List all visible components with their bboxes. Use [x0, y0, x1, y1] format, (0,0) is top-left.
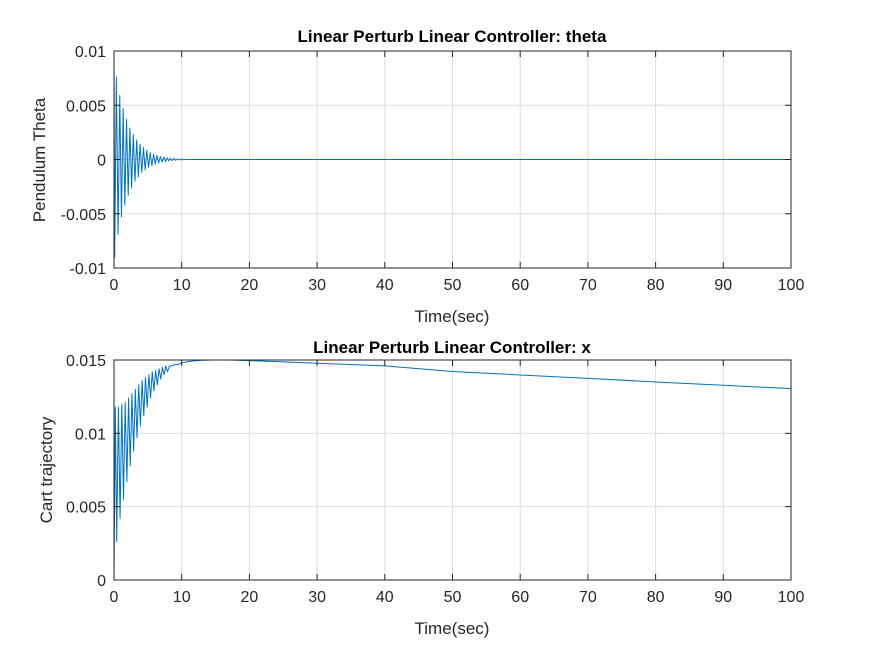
x-x-tick-label: 40 [376, 589, 394, 606]
theta-x-tick-label: 70 [579, 277, 597, 294]
x-x-axis-label: Time(sec) [415, 619, 490, 638]
theta-x-tick-label: 60 [511, 277, 529, 294]
theta-x-tick-label: 30 [308, 277, 326, 294]
theta-series [113, 50, 791, 258]
theta-y-axis-label: Pendulum Theta [30, 97, 49, 222]
x-x-tick-label: 10 [173, 589, 191, 606]
theta-subplot: 0 10 20 30 40 50 60 70 80 90 100 -0.01 -0.005 0 0.005 0… [30, 27, 804, 326]
x-series [113, 359, 792, 581]
theta-x-tick-label: 90 [714, 277, 732, 294]
x-subplot: 0 10 20 30 40 50 60 70 80 90 100 0 0.005 0.01 0.015 Li… [37, 338, 804, 638]
theta-chart-title: Linear Perturb Linear Controller: theta [298, 27, 607, 46]
theta-x-tick-label: 80 [647, 277, 665, 294]
theta-x-tick-label: 100 [778, 277, 805, 294]
x-x-tick-label: 30 [308, 589, 326, 606]
theta-series-line [113, 50, 791, 258]
x-x-tick-label: 100 [778, 589, 805, 606]
x-y-tick-label: 0.005 [66, 500, 106, 517]
x-x-tick-label: 20 [241, 589, 259, 606]
theta-y-tick-label: 0.005 [66, 98, 106, 115]
x-y-tick-label: 0 [97, 573, 106, 590]
x-y-axis-label: Cart trajectory [37, 416, 56, 523]
theta-ticks: 0 10 20 30 40 50 60 70 80 90 100 -0.01 -0.005 0 0.005 0… [61, 44, 805, 294]
theta-y-tick-label: -0.01 [70, 261, 107, 278]
theta-x-tick-label: 10 [173, 277, 191, 294]
theta-x-tick-label: 20 [241, 277, 259, 294]
theta-x-tick-label: 40 [376, 277, 394, 294]
x-chart-title: Linear Perturb Linear Controller: x [313, 338, 591, 357]
theta-y-tick-label: 0 [97, 153, 106, 170]
x-series-line [113, 359, 792, 581]
x-y-tick-label: 0.01 [75, 426, 106, 443]
x-x-tick-label: 50 [444, 589, 462, 606]
x-x-tick-label: 60 [511, 589, 529, 606]
x-x-tick-label: 70 [579, 589, 597, 606]
x-y-tick-label: 0.015 [66, 353, 106, 370]
theta-x-axis-label: Time(sec) [415, 307, 490, 326]
x-ticks: 0 10 20 30 40 50 60 70 80 90 100 0 0.005 0.01 0.015 [66, 353, 804, 606]
theta-y-tick-label: -0.005 [61, 207, 106, 224]
theta-x-tick-label: 50 [444, 277, 462, 294]
x-x-tick-label: 90 [714, 589, 732, 606]
x-x-tick-label: 0 [110, 589, 119, 606]
theta-y-tick-label: 0.01 [75, 44, 106, 61]
theta-x-tick-label: 0 [110, 277, 119, 294]
x-x-tick-label: 80 [647, 589, 665, 606]
